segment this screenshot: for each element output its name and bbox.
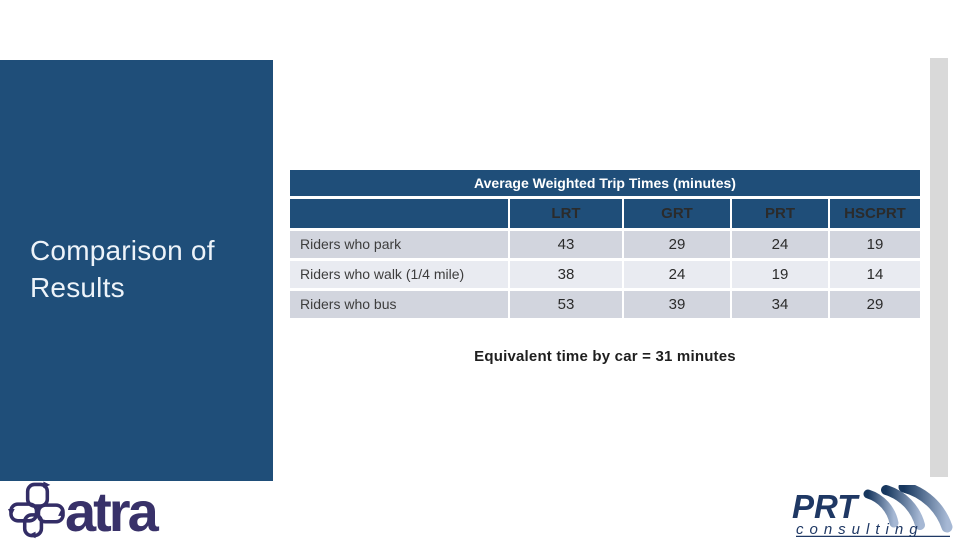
trip-times-table: Average Weighted Trip Times (minutes) LR…: [290, 170, 920, 318]
cell-value: 53: [508, 291, 622, 318]
column-header-grt: GRT: [622, 199, 730, 228]
svg-text:atra: atra: [65, 480, 160, 540]
table-row: Riders who park 43 29 24 19: [290, 231, 920, 258]
column-header-empty: [290, 199, 508, 228]
atra-pinwheel-icon: [8, 481, 65, 539]
slide-title: Comparison of Results: [30, 235, 215, 303]
table-note: Equivalent time by car = 31 minutes: [474, 348, 736, 365]
cell-value: 29: [828, 291, 920, 318]
cell-value: 14: [828, 261, 920, 288]
column-header-prt: PRT: [730, 199, 828, 228]
prt-consulting-logo: PRT consulting: [790, 481, 958, 542]
cell-value: 43: [508, 231, 622, 258]
cell-value: 19: [730, 261, 828, 288]
cell-value: 34: [730, 291, 828, 318]
cell-value: 29: [622, 231, 730, 258]
atra-wordmark: atra: [65, 480, 163, 540]
column-header-hscprt: HSCPRT: [828, 199, 920, 228]
swoosh-icon: [863, 481, 953, 533]
cell-value: 24: [622, 261, 730, 288]
table-title: Average Weighted Trip Times (minutes): [290, 170, 920, 196]
table-header-row: LRT GRT PRT HSCPRT: [290, 199, 920, 228]
column-header-lrt: LRT: [508, 199, 622, 228]
table-row: Riders who bus 53 39 34 29: [290, 291, 920, 318]
scrollbar[interactable]: [930, 58, 948, 477]
row-label: Riders who park: [290, 231, 508, 258]
cell-value: 39: [622, 291, 730, 318]
cell-value: 38: [508, 261, 622, 288]
atra-logo: atra: [8, 480, 183, 540]
table-row: Riders who walk (1/4 mile) 38 24 19 14: [290, 261, 920, 288]
prt-wordmark: PRT: [792, 488, 860, 525]
prt-subtext: consulting: [796, 521, 924, 537]
cell-value: 24: [730, 231, 828, 258]
row-label: Riders who walk (1/4 mile): [290, 261, 508, 288]
title-panel: Comparison of Results: [0, 60, 273, 481]
cell-value: 19: [828, 231, 920, 258]
row-label: Riders who bus: [290, 291, 508, 318]
